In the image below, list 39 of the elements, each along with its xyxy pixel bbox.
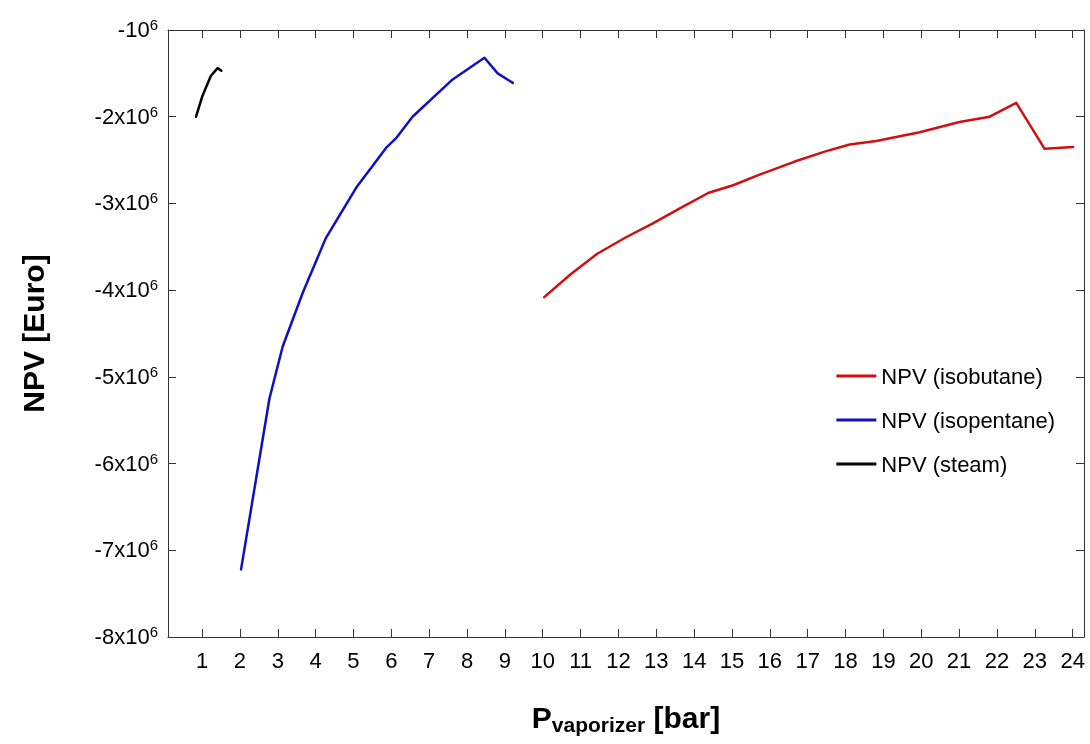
x-tick-label: 8 bbox=[460, 647, 474, 673]
y-tick-label: -10$^{6}$ bbox=[117, 15, 158, 42]
x-tick-label: 16 bbox=[757, 647, 783, 673]
x-tick-label: 1 bbox=[195, 647, 209, 673]
y-tick-label: -3x10$^{6}$ bbox=[94, 188, 158, 216]
legend-label: NPV (steam) bbox=[881, 451, 1008, 477]
x-tick-label: 7 bbox=[423, 647, 436, 673]
y-tick-label: -6x10$^{6}$ bbox=[94, 449, 158, 476]
y-tick-label: -8x10$^{6}$ bbox=[94, 622, 158, 649]
x-tick-label: 13 bbox=[644, 647, 669, 673]
x-tick-label: 3 bbox=[271, 647, 284, 673]
x-tick-label: 11 bbox=[569, 647, 592, 673]
x-tick-label: 23 bbox=[1022, 647, 1048, 673]
x-tick-label: 21 bbox=[946, 647, 972, 673]
y-tick-label: -7x10$^{6}$ bbox=[94, 535, 158, 563]
line-series bbox=[194, 66, 223, 118]
y-tick-label: -2x10$^{6}$ bbox=[94, 102, 158, 129]
x-tick-label: 10 bbox=[530, 647, 555, 673]
x-tick-label: 12 bbox=[606, 647, 631, 673]
x-tick-label: 6 bbox=[385, 647, 398, 673]
legend-label: NPV (isobutane) bbox=[881, 363, 1043, 389]
legend-label: NPV (isopentane) bbox=[881, 407, 1056, 433]
line-series bbox=[239, 56, 515, 571]
y-tick-label: -4x10$^{6}$ bbox=[94, 275, 158, 303]
y-axis-title: NPV [Euro] bbox=[16, 254, 50, 413]
x-tick-label: 4 bbox=[309, 647, 322, 673]
x-tick-label: 22 bbox=[984, 647, 1010, 673]
x-tick-label: 5 bbox=[347, 647, 360, 673]
x-tick-label: 19 bbox=[871, 647, 896, 673]
x-tick-label: 20 bbox=[909, 647, 934, 673]
x-tick-label: 18 bbox=[833, 647, 858, 673]
x-tick-label: 2 bbox=[233, 647, 247, 673]
line-series bbox=[542, 101, 1075, 299]
x-tick-label: 24 bbox=[1060, 647, 1085, 673]
x-tick-label: 9 bbox=[498, 647, 511, 673]
y-tick-label: -5x10$^{6}$ bbox=[94, 362, 158, 389]
x-tick-label: 15 bbox=[719, 647, 745, 673]
x-tick-label: 17 bbox=[795, 647, 820, 673]
x-tick-label: 14 bbox=[681, 647, 707, 673]
